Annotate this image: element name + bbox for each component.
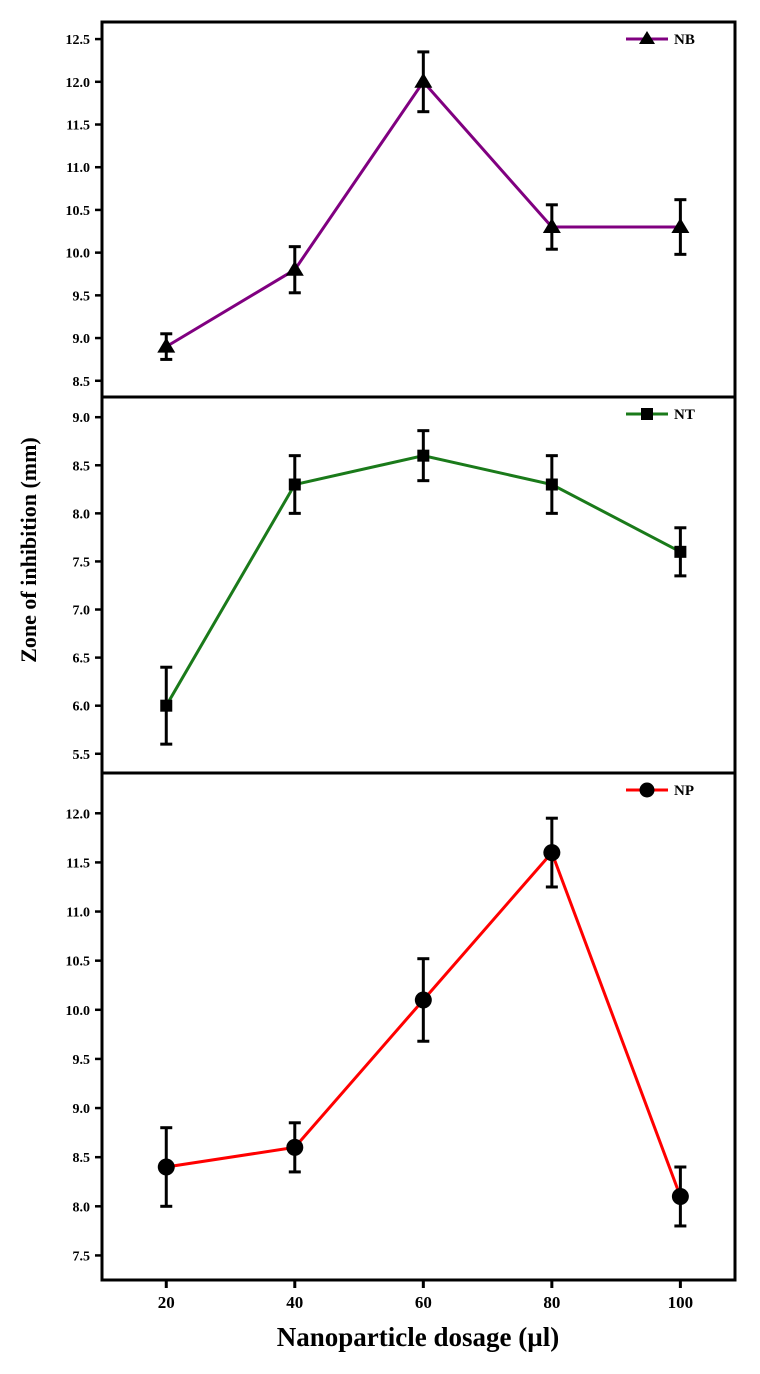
data-point-NP [671,1187,689,1205]
legend-marker-NT [641,408,653,420]
panel-2: 5.5 6.0 6.5 7.0 7.5 8.0 8.5 9.0 NT [73,395,737,775]
y-tick-label: 5.5 [73,748,91,763]
data-point-NT [160,699,173,712]
y-tick-label: 9.0 [73,411,91,426]
data-point-NP [414,991,432,1009]
data-point-NT [674,545,687,558]
data-point-NB [285,260,304,276]
y-tick-label: 10.0 [66,247,91,262]
data-point-NP [286,1138,304,1156]
y-tick-label: 8.0 [73,1200,91,1215]
x-tick-label: 60 [415,1293,432,1312]
y-tick-label: 10.5 [66,204,91,219]
y-tick-label: 7.5 [73,555,91,570]
y-tick-label: 12.0 [66,76,91,91]
data-point-NT [545,478,558,491]
y-tick-label: 8.5 [73,459,91,474]
y-tick-label: 11.5 [66,119,90,134]
data-point-NP [157,1158,175,1176]
plot-frame [100,20,737,399]
y-tick-label: 8.5 [73,1151,91,1166]
y-tick-label: 6.5 [73,652,91,667]
legend-label-NB: NB [674,32,695,48]
y-tick-label: 9.5 [73,1053,91,1068]
y-tick-label: 6.0 [73,700,91,715]
legend-label-NT: NT [674,407,695,423]
data-point-NP [543,844,561,862]
y-tick-label: 9.5 [73,289,91,304]
series-line-NB [165,79,681,348]
legend-marker-NP [639,782,655,798]
y-tick-label: 10.0 [66,1004,91,1019]
series-line-NT [164,454,682,707]
y-tick-label: 11.0 [66,161,90,176]
data-point-NB [414,72,433,88]
x-tick-label: 40 [286,1293,303,1312]
y-tick-label: 9.0 [73,1102,91,1117]
data-point-NB [542,218,561,234]
y-tick-label: 7.5 [73,1249,91,1264]
y-tick-label: 12.0 [66,807,91,822]
data-point-NT [417,449,430,462]
x-tick-label: 80 [543,1293,560,1312]
data-point-NT [288,478,301,491]
y-tick-label: 12.5 [66,33,91,48]
panel-1: 8.5 9.0 9.5 10.0 10.5 11.0 11.5 12.0 12.5 NB [66,20,737,399]
y-tick-label: 10.5 [66,955,91,970]
x-axis-label: Nanoparticle dosage (µl) [277,1322,560,1352]
plot-frame [100,771,737,1282]
y-tick-label: 8.5 [73,375,91,390]
data-point-NB [671,218,690,234]
y-tick-label: 11.5 [66,856,90,871]
y-tick-label: 8.0 [73,507,91,522]
legend-label-NP: NP [674,783,694,799]
y-tick-label: 9.0 [73,332,91,347]
x-tick-label: 100 [668,1293,694,1312]
y-axis-label: Zone of inhibition (mm) [16,437,41,663]
panel-3: 7.5 8.0 8.5 9.0 9.5 10.0 10.5 11.0 11.5 12.0 NP [66,771,737,1282]
y-tick-label: 7.0 [73,604,91,619]
data-point-NB [157,337,176,353]
legend-marker-NB [639,31,655,44]
y-tick-label: 11.0 [66,906,90,921]
x-tick-label: 20 [158,1293,175,1312]
